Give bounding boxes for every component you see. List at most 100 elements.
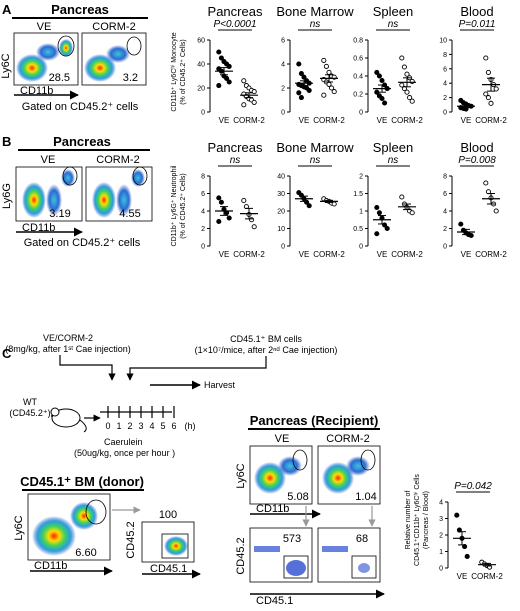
timeline-tick-3: 3 [138, 421, 143, 431]
data-point [485, 95, 491, 101]
significance-label: ns [388, 19, 399, 30]
data-point [376, 210, 382, 216]
y-tick-label: 1 [359, 209, 363, 216]
data-point [216, 49, 222, 55]
data-point [488, 100, 494, 106]
panel-c-ylabel-2: CD45.1⁺CD11b⁺ Ly6Cʰⁱ Cells [413, 474, 421, 566]
category-label: CORM-2 [475, 250, 507, 259]
y-tick-label: 8 [443, 174, 447, 181]
recipient-xaxis-label: CD11b [256, 503, 289, 515]
data-point [468, 232, 474, 239]
y-tick-label: 2 [443, 226, 447, 233]
significance-label: ns [230, 155, 241, 166]
donor-flow-plot [27, 493, 111, 561]
y-tick-label: 8 [201, 174, 205, 181]
data-point [404, 71, 410, 77]
y-tick-label: 2 [281, 86, 285, 93]
data-point [218, 199, 224, 205]
category-label: VE [461, 116, 472, 125]
timeline-harvest: Harvest [204, 380, 236, 390]
panel-a-pct-ve: 28.5 [49, 72, 70, 84]
data-point [376, 73, 382, 79]
panel-b-pct-corm: 4.55 [119, 208, 140, 220]
data-point [241, 102, 247, 108]
y-tick-label: 8 [443, 52, 447, 59]
donor-yaxis-label: Ly6C [13, 515, 25, 540]
data-point [493, 208, 499, 214]
data-point [382, 100, 388, 106]
y-tick-label: 0 [443, 110, 447, 117]
recipient-count-corm: 68 [356, 533, 368, 545]
y-tick-label: 6 [443, 66, 447, 73]
y-tick-label: 2 [439, 533, 443, 540]
data-point [379, 95, 385, 102]
data-point [241, 78, 247, 84]
recipient-subgate-plot-corm [317, 527, 381, 583]
recipient-title: Pancreas (Recipient) [250, 413, 379, 428]
category-label: VE [219, 116, 230, 125]
donor-subgate-plot [141, 521, 195, 563]
panel-a-yaxis-label: Ly6C [0, 53, 12, 78]
data-point [251, 89, 257, 95]
donor-xaxis-label: CD11b [34, 560, 67, 572]
data-point [321, 57, 327, 63]
timeline-mouse-label: WT [23, 397, 37, 407]
recipient-y2-label: CD45.2 [235, 537, 247, 574]
category-label: CORM-2 [391, 116, 423, 125]
category-label: CORM-2 [313, 116, 345, 125]
data-point [226, 79, 232, 85]
panel-a-flow-plot-corm [81, 32, 147, 86]
timeline-tick-0: 0 [105, 421, 110, 431]
donor-title: CD45.1⁺ BM (donor) [20, 474, 144, 489]
data-point [483, 180, 489, 186]
recipient-subgate-plot-ve [249, 527, 313, 583]
panel-b-ylabel-1: CD11b⁺ Ly6G⁺ Neutrophil [171, 165, 178, 246]
y-tick-label: 3 [439, 516, 443, 523]
y-tick-label: 1.5 [353, 191, 363, 198]
data-point [321, 92, 327, 98]
data-point [409, 98, 415, 104]
y-tick-label: 6 [201, 191, 205, 198]
dot-plot-title: Blood [460, 140, 493, 155]
y-tick-label: 2 [443, 95, 447, 102]
category-label: CORM-2 [475, 116, 507, 125]
data-point [224, 75, 230, 81]
recipient-pct-corm: 1.04 [355, 491, 376, 503]
data-point [493, 86, 499, 92]
panel-a-letter: A [2, 2, 12, 17]
donor-y2-label: CD45.2 [125, 521, 137, 558]
data-point [329, 85, 335, 91]
donor-pct: 6.60 [75, 547, 96, 559]
panel-a-ylabel-2: (% of CD45.2⁺ Cells) [180, 39, 187, 105]
category-label: VE [299, 116, 310, 125]
donor-count: 100 [159, 509, 177, 521]
recipient-pct-ve: 5.08 [287, 491, 308, 503]
data-point [323, 63, 329, 69]
category-label: VE [219, 250, 230, 259]
significance-label: P<0.0001 [213, 19, 256, 30]
y-tick-label: 0.5 [353, 226, 363, 233]
data-point [485, 69, 491, 75]
y-tick-label: 10 [439, 38, 447, 45]
data-point [241, 197, 247, 204]
panel-a-flow-title: Pancreas [51, 2, 109, 17]
data-point [226, 63, 232, 69]
y-tick-label: 4 [443, 81, 447, 88]
timeline-tick-1: 1 [116, 421, 121, 431]
y-tick-label: 6 [281, 38, 285, 45]
recipient-flow-plot-corm [317, 445, 381, 505]
data-point [296, 90, 302, 96]
category-label: CORM-2 [233, 116, 265, 125]
timeline-tick-6: 6 [171, 421, 176, 431]
data-point [306, 203, 312, 209]
timeline-cae-label: Caerulein [104, 437, 143, 447]
y-tick-label: 60 [197, 38, 205, 45]
timeline-drug-label: VE/CORM-2 [43, 333, 93, 343]
panel-a-flow-plot-ve [13, 32, 79, 86]
y-tick-label: 4 [201, 209, 205, 216]
dot-plot-title: Spleen [373, 140, 413, 155]
